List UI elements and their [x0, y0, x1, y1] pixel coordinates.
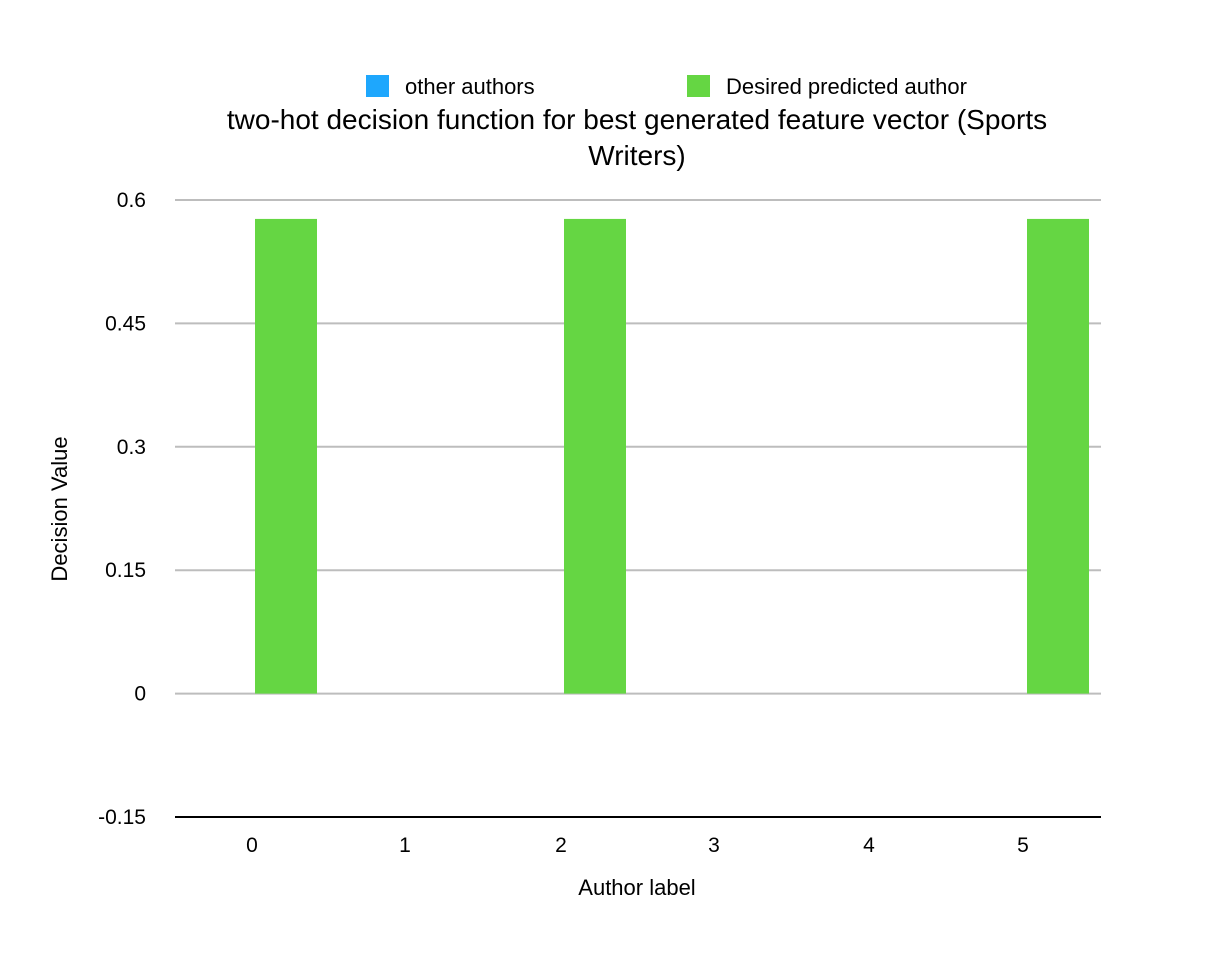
y-axis-ticks: 0.6 0.45 0.3 0.15 0 -0.15	[98, 189, 146, 829]
bar-desired-predicted-author-0	[255, 218, 317, 694]
x-axis-ticks: 0 1 2 3 4 5	[246, 834, 1029, 857]
legend-swatch-desired-predicted-author	[687, 75, 710, 97]
legend-label-other-authors: other authors	[405, 74, 535, 99]
chart-title-line-1: two-hot decision function for best gener…	[227, 104, 1047, 135]
chart-title-line-2: Writers)	[588, 140, 685, 171]
bar-desired-predicted-author-5	[1027, 218, 1089, 694]
legend-label-desired-predicted-author: Desired predicted author	[726, 74, 967, 99]
y-tick-label: 0.6	[117, 189, 146, 212]
x-axis-label: Author label	[578, 875, 695, 900]
x-tick-label: 5	[1017, 834, 1029, 857]
y-tick-label: 0.3	[117, 436, 146, 459]
legend: other authors Desired predicted author	[366, 74, 967, 99]
chart-title: two-hot decision function for best gener…	[227, 104, 1047, 171]
bars	[255, 218, 1089, 694]
x-tick-label: 1	[399, 834, 411, 857]
x-tick-label: 3	[708, 834, 720, 857]
legend-swatch-other-authors	[366, 75, 389, 97]
y-tick-label: 0.45	[105, 312, 146, 335]
x-tick-label: 0	[246, 834, 258, 857]
y-tick-label: 0.15	[105, 559, 146, 582]
y-axis-label: Decision Value	[47, 436, 72, 581]
y-tick-label: 0	[134, 683, 146, 706]
x-tick-label: 4	[863, 834, 875, 857]
grid-lines	[175, 199, 1101, 818]
y-tick-label: -0.15	[98, 806, 146, 829]
x-tick-label: 2	[555, 834, 567, 857]
bar-desired-predicted-author-2	[564, 218, 626, 694]
